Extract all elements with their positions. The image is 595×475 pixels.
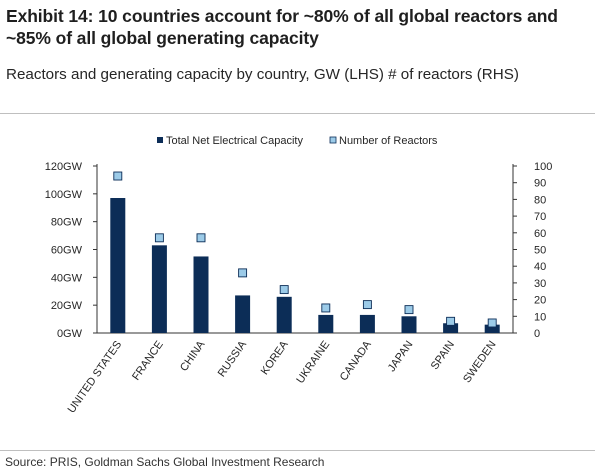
- x-axis-category-label: FRANCE: [130, 339, 166, 383]
- right-axis-tick-label: 10: [534, 311, 546, 323]
- x-axis-category-label: CHINA: [178, 338, 208, 373]
- left-axis-tick-label: 100GW: [45, 189, 83, 201]
- right-axis-tick-label: 80: [534, 194, 546, 206]
- left-axis-tick-label: 40GW: [51, 272, 83, 284]
- reactor-count-marker: [362, 300, 372, 310]
- left-axis-tick-label: 80GW: [51, 217, 83, 229]
- right-axis-tick-label: 20: [534, 295, 546, 307]
- legend-swatch-capacity: [157, 137, 163, 143]
- right-axis-tick-label: 50: [534, 245, 546, 257]
- right-axis-tick-label: 40: [534, 261, 546, 273]
- x-axis-category-label: JAPAN: [386, 339, 416, 374]
- capacity-bar: [318, 314, 334, 333]
- chart-subtitle: Reactors and generating capacity by coun…: [6, 66, 519, 83]
- top-divider: [0, 113, 595, 114]
- legend-label-reactors: Number of Reactors: [339, 135, 438, 147]
- capacity-bars: [110, 198, 500, 333]
- right-axis-tick-label: 0: [534, 328, 540, 340]
- x-axis-category-label: UKRAINE: [294, 339, 332, 386]
- reactor-count-marker: [279, 285, 289, 295]
- reactor-count-marker: [321, 303, 331, 313]
- source-note: Source: PRIS, Goldman Sachs Global Inves…: [5, 455, 325, 469]
- reactor-count-marker: [404, 305, 414, 315]
- right-axis-tick-label: 60: [534, 228, 546, 240]
- reactor-count-marker: [446, 316, 456, 326]
- reactor-count-marker: [487, 318, 497, 328]
- right-axis-tick-label: 70: [534, 211, 546, 223]
- capacity-bar: [484, 324, 500, 333]
- exhibit-title: Exhibit 14: 10 countries account for ~80…: [6, 6, 558, 48]
- reactor-count-marker: [154, 233, 164, 243]
- left-axis-tick-label: 20GW: [51, 300, 83, 312]
- x-axis-category-label: SWEDEN: [461, 339, 499, 385]
- legend-swatch-reactors: [329, 136, 337, 144]
- reactor-count-marker: [113, 171, 123, 181]
- left-axis-tick-label: 0GW: [57, 328, 83, 340]
- chart-legend: Total Net Electrical Capacity Number of …: [157, 135, 438, 147]
- left-axis-tick-label: 60GW: [51, 245, 83, 257]
- reactor-markers: [113, 171, 497, 328]
- right-axis-tick-label: 100: [534, 161, 552, 173]
- x-axis-category-label: KOREA: [259, 338, 291, 377]
- capacity-bar: [110, 198, 126, 333]
- chart-axes: 0GW 20GW 40GW 60GW 80GW 100GW 120GW 0 10 20 30 40 50…: [45, 161, 553, 340]
- reactor-count-marker: [196, 233, 206, 243]
- x-axis-category-label: SPAIN: [429, 339, 457, 372]
- right-axis-tick-label: 90: [534, 178, 546, 190]
- capacity-bar: [193, 256, 209, 333]
- capacity-bar: [359, 314, 375, 333]
- capacity-bar: [401, 316, 417, 333]
- capacity-bar: [151, 245, 167, 333]
- chart: Total Net Electrical Capacity Number of …: [45, 135, 553, 415]
- bottom-divider: [0, 450, 595, 451]
- x-axis-category-label: UNITED STATES: [66, 339, 125, 416]
- left-axis-tick-label: 120GW: [45, 161, 83, 173]
- x-axis-labels: UNITED STATES FRANCE CHINA RUSSIA KOREA UKRAI…: [66, 338, 499, 415]
- reactor-count-marker: [238, 268, 248, 278]
- x-axis-category-label: RUSSIA: [216, 338, 250, 379]
- right-axis-tick-label: 30: [534, 278, 546, 290]
- legend-label-capacity: Total Net Electrical Capacity: [166, 135, 303, 147]
- capacity-bar: [276, 296, 292, 333]
- x-axis-category-label: CANADA: [338, 338, 375, 383]
- capacity-bar: [443, 323, 459, 333]
- capacity-bar: [235, 295, 251, 333]
